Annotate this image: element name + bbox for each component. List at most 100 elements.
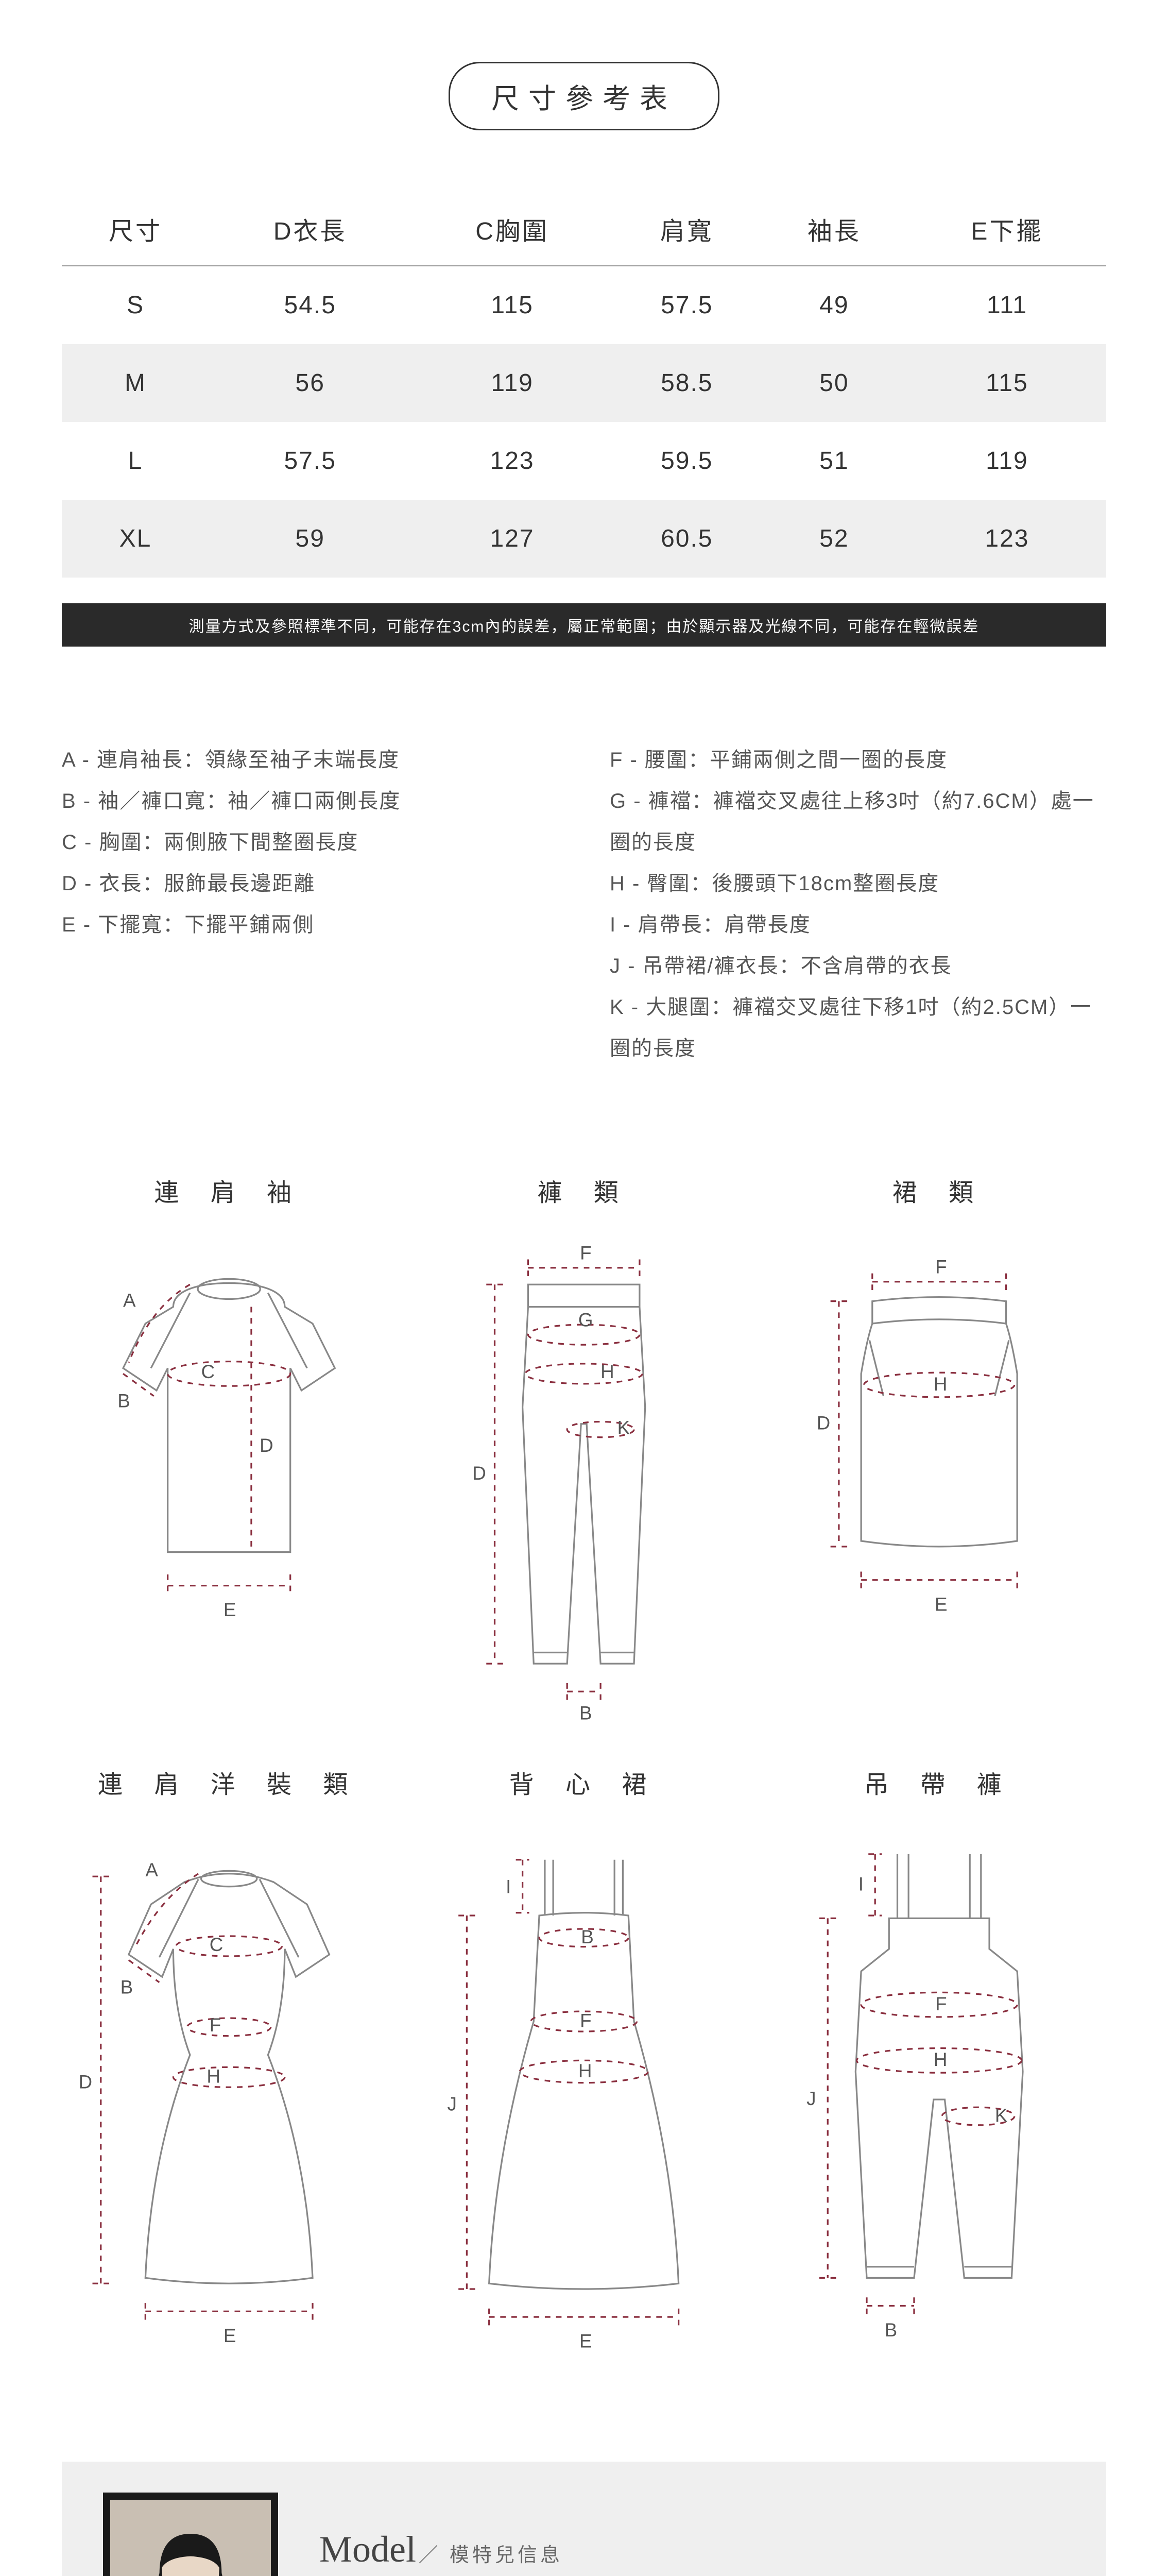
label-e: E (224, 2325, 236, 2346)
label-b: B (579, 1702, 592, 1723)
label-h: H (578, 2060, 592, 2081)
model-photo (110, 2500, 271, 2576)
label-h: H (600, 1361, 614, 1382)
label-g: G (578, 1309, 593, 1330)
legend-item: B - 袖／褲口寬：袖／褲口兩側長度 (62, 781, 558, 822)
label-k: K (617, 1417, 630, 1438)
cell: M (62, 344, 209, 422)
raglan-top-svg: A B C D E (62, 1229, 396, 1652)
diagram-skirt: 裙 類 (772, 1172, 1106, 1733)
cell: 127 (411, 500, 613, 578)
raglan-dress-svg: A B C F H D E (62, 1821, 396, 2356)
cell: 58.5 (613, 344, 761, 422)
label-c: C (210, 1934, 224, 1955)
measurement-notice: 測量方式及參照標準不同，可能存在3cm內的誤差，屬正常範圍；由於顯示器及光線不同… (62, 603, 1106, 647)
diagram-raglan-top: 連 肩 袖 (62, 1172, 396, 1733)
model-section: @蹦蹦 Model ／ 模特兒信息 身高：168cm 試穿尺寸：M/均碼 體重：… (62, 2462, 1106, 2576)
diagram-pants: 褲 類 (417, 1172, 751, 1733)
label-b: B (117, 1390, 130, 1411)
col-header: 肩寬 (613, 192, 761, 266)
cell: 123 (908, 500, 1106, 578)
label-a: A (123, 1290, 136, 1311)
cell: 56 (209, 344, 411, 422)
cell: 54.5 (209, 266, 411, 344)
cell: 51 (761, 422, 908, 500)
label-f: F (580, 1243, 591, 1264)
cell: 59 (209, 500, 411, 578)
cell: 57.5 (209, 422, 411, 500)
legend-col-right: F - 腰圍：平鋪兩側之間一圈的長度 G - 褲襠：褲襠交叉處往上移3吋（約7.… (610, 739, 1106, 1069)
cell: 52 (761, 500, 908, 578)
label-b: B (121, 1976, 133, 1997)
diagram-title: 連 肩 袖 (62, 1172, 396, 1208)
col-header: D衣長 (209, 192, 411, 266)
pants-svg: F G H K D B (417, 1229, 751, 1731)
cell: L (62, 422, 209, 500)
cell: 123 (411, 422, 613, 500)
label-h: H (933, 2049, 947, 2070)
legend-item: F - 腰圍：平鋪兩側之間一圈的長度 (610, 739, 1106, 781)
diagram-grid: 連 肩 袖 (62, 1172, 1106, 2359)
label-i: I (858, 1873, 863, 1894)
table-row: L 57.5 123 59.5 51 119 (62, 422, 1106, 500)
diagram-title: 背 心 裙 (417, 1764, 751, 1800)
model-photo-frame: @蹦蹦 (103, 2493, 278, 2576)
cell: 59.5 (613, 422, 761, 500)
cell: 49 (761, 266, 908, 344)
legend-item: J - 吊帶裙/褲衣長：不含肩帶的衣長 (610, 945, 1106, 987)
cami-dress-svg: I B F H J E (417, 1821, 751, 2356)
legend-item: C - 胸圍：兩側腋下間整圈長度 (62, 822, 558, 863)
cell: 115 (411, 266, 613, 344)
label-h: H (207, 2066, 220, 2087)
cell: XL (62, 500, 209, 578)
label-d: D (473, 1463, 487, 1484)
label-f: F (580, 2010, 591, 2031)
legend-item: E - 下擺寬：下擺平鋪兩側 (62, 904, 558, 945)
cell: 60.5 (613, 500, 761, 578)
legend-item: H - 臀圍：後腰頭下18cm整圈長度 (610, 863, 1106, 904)
label-i: I (506, 1876, 511, 1897)
diagram-raglan-dress: 連 肩 洋 裝 類 (62, 1764, 396, 2359)
label-d: D (260, 1435, 273, 1456)
diagram-title: 褲 類 (417, 1172, 751, 1208)
legend-item: D - 衣長：服飾最長邊距離 (62, 863, 558, 904)
model-heading: Model (319, 2529, 416, 2570)
table-row: S 54.5 115 57.5 49 111 (62, 266, 1106, 344)
model-subheading: ／ 模特兒信息 (418, 2545, 563, 2566)
col-header: 袖長 (761, 192, 908, 266)
label-a: A (145, 1859, 158, 1880)
overalls-svg: I F H K J B (772, 1821, 1106, 2356)
label-j: J (806, 2088, 816, 2109)
label-c: C (201, 1361, 215, 1382)
legend: A - 連肩袖長：領緣至袖子末端長度 B - 袖／褲口寬：袖／褲口兩側長度 C … (62, 739, 1106, 1069)
size-table: 尺寸 D衣長 C胸圍 肩寬 袖長 E下擺 S 54.5 115 57.5 49 … (62, 192, 1106, 578)
diagram-title: 連 肩 洋 裝 類 (62, 1764, 396, 1800)
table-row: XL 59 127 60.5 52 123 (62, 500, 1106, 578)
col-header: C胸圍 (411, 192, 613, 266)
legend-col-left: A - 連肩袖長：領緣至袖子末端長度 B - 袖／褲口寬：袖／褲口兩側長度 C … (62, 739, 558, 1069)
cell: 115 (908, 344, 1106, 422)
skirt-svg: F H D E (772, 1229, 1106, 1652)
label-f: F (935, 1257, 947, 1278)
label-k: K (995, 2105, 1008, 2126)
label-f: F (210, 2014, 221, 2036)
col-header: E下擺 (908, 192, 1106, 266)
legend-item: K - 大腿圍：褲襠交叉處往下移1吋（約2.5CM）一圈的長度 (610, 987, 1106, 1069)
label-d: D (78, 2071, 92, 2092)
col-header: 尺寸 (62, 192, 209, 266)
label-e: E (935, 1594, 948, 1615)
diagram-overalls: 吊 帶 褲 (772, 1764, 1106, 2359)
cell: 50 (761, 344, 908, 422)
label-h: H (933, 1374, 947, 1395)
legend-item: I - 肩帶長：肩帶長度 (610, 904, 1106, 945)
label-f: F (935, 1993, 947, 2014)
table-row: M 56 119 58.5 50 115 (62, 344, 1106, 422)
label-b: B (884, 2319, 897, 2341)
legend-item: G - 褲襠：褲襠交叉處往上移3吋（約7.6CM）處一圈的長度 (610, 781, 1106, 863)
cell: 119 (411, 344, 613, 422)
label-j: J (448, 2094, 457, 2115)
label-e: E (579, 2331, 592, 2352)
page-title-badge: 尺寸參考表 (449, 62, 719, 130)
label-e: E (224, 1599, 236, 1620)
label-b: B (581, 1926, 594, 1947)
